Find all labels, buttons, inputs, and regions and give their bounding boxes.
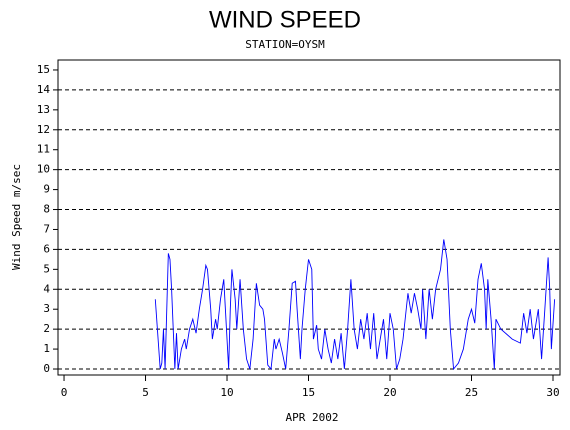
y-tick-label: 11 [37, 143, 50, 156]
y-tick-label: 9 [43, 183, 50, 196]
chart-title: WIND SPEED [209, 6, 361, 33]
plot-frame [57, 59, 561, 376]
x-tick-label: 20 [383, 386, 396, 399]
y-tick-label: 3 [43, 302, 50, 315]
y-tick-label: 5 [43, 262, 50, 275]
y-tick-label: 10 [37, 163, 50, 176]
y-tick-label: 15 [37, 63, 50, 76]
x-tick-label: 0 [61, 386, 68, 399]
y-tick-label: 13 [37, 103, 50, 116]
x-axis-label: APR 2002 [286, 411, 339, 424]
y-tick-label: 7 [43, 222, 50, 235]
x-tick-label: 5 [142, 386, 149, 399]
y-tick-label: 12 [37, 123, 50, 136]
y-tick-label: 8 [43, 203, 50, 216]
x-tick-label: 10 [220, 386, 233, 399]
y-tick-label: 14 [37, 83, 51, 96]
y-tick-label: 2 [43, 322, 50, 335]
chart-subtitle: STATION=OYSM [245, 38, 325, 51]
y-axis-label: Wind Speed m/sec [10, 164, 23, 270]
y-tick-label: 0 [43, 362, 50, 375]
y-tick-label: 1 [43, 342, 50, 355]
y-tick-label: 6 [43, 242, 50, 255]
y-tick-label: 4 [43, 282, 50, 295]
line-series [154, 239, 556, 371]
x-tick-label: 30 [546, 386, 559, 399]
x-tick-label: 25 [465, 386, 478, 399]
x-tick-label: 15 [302, 386, 315, 399]
